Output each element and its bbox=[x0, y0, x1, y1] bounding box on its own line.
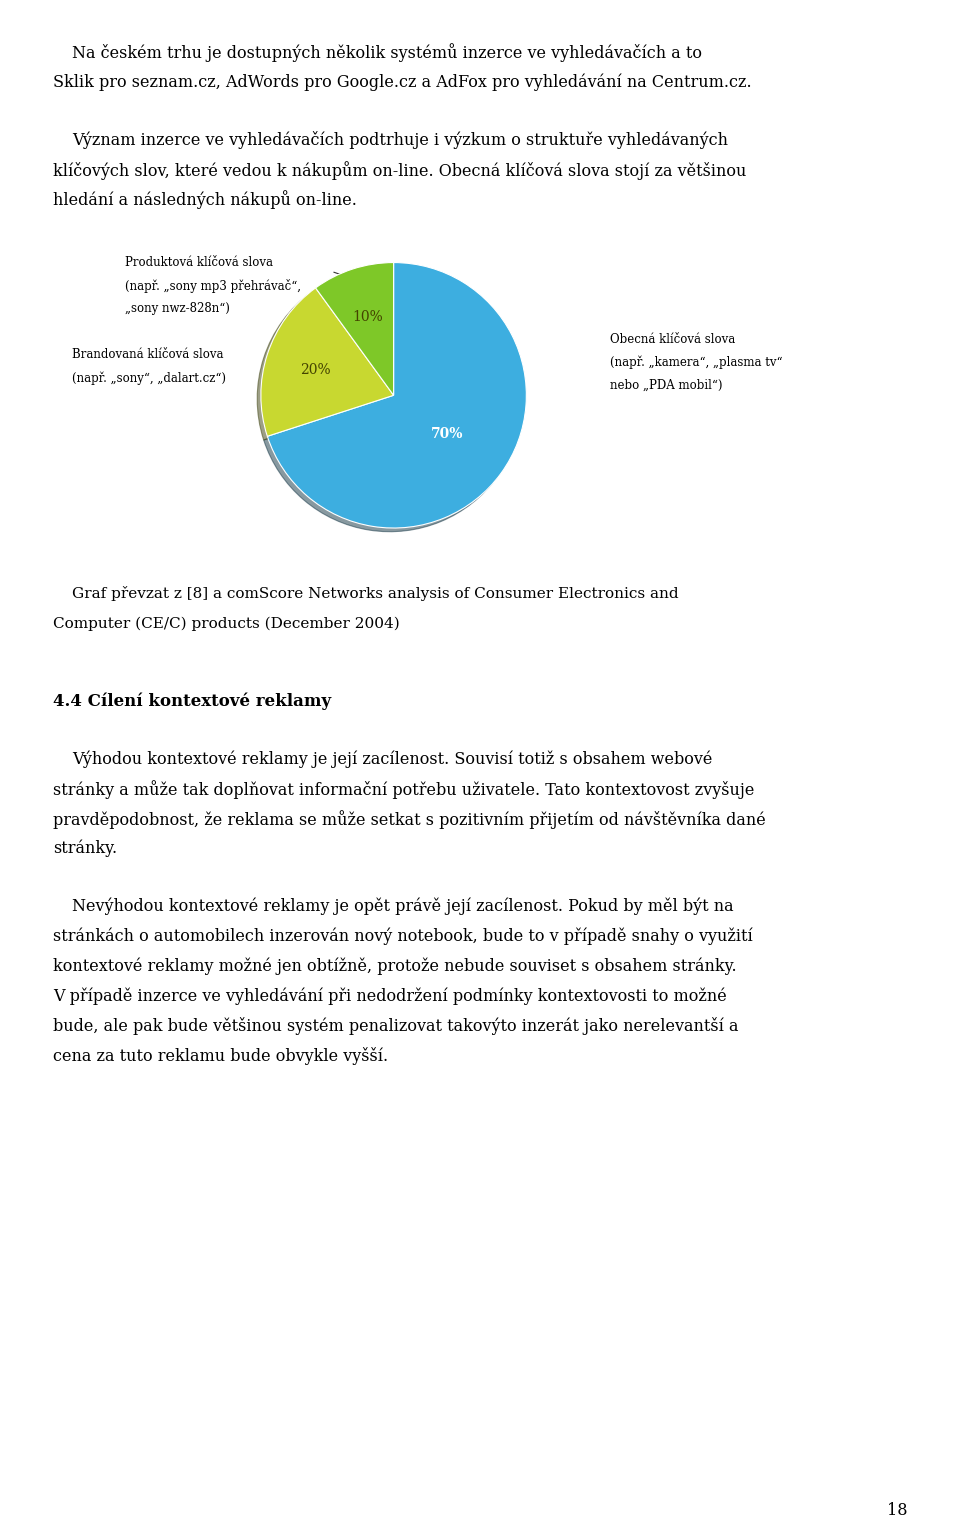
Text: 10%: 10% bbox=[352, 310, 384, 324]
Wedge shape bbox=[261, 287, 394, 437]
Text: Sklik pro seznam.cz, AdWords pro Google.cz a AdFox pro vyhledávání na Centrum.cz: Sklik pro seznam.cz, AdWords pro Google.… bbox=[53, 72, 752, 91]
Text: bude, ale pak bude většinou systém penalizovat takovýto inzerát jako nerelevantš: bude, ale pak bude většinou systém penal… bbox=[53, 1017, 738, 1036]
Text: (např. „sony mp3 přehrávač“,: (např. „sony mp3 přehrávač“, bbox=[125, 278, 300, 294]
Text: Brandovaná klíčová slova: Brandovaná klíčová slova bbox=[72, 347, 224, 361]
Text: V případě inzerce ve vyhledávání při nedodržení podmínky kontextovosti to možné: V případě inzerce ve vyhledávání při ned… bbox=[53, 987, 727, 1005]
Text: Obecná klíčová slova: Obecná klíčová slova bbox=[610, 332, 734, 346]
Text: stránky a může tak doplňovat informační potřebu uživatele. Tato kontextovost zvy: stránky a může tak doplňovat informační … bbox=[53, 779, 755, 799]
Wedge shape bbox=[316, 263, 394, 395]
Text: Na českém trhu je dostupných několik systémů inzerce ve vyhledávačích a to: Na českém trhu je dostupných několik sys… bbox=[72, 43, 702, 61]
Text: (např. „sony“, „dalart.cz“): (např. „sony“, „dalart.cz“) bbox=[72, 370, 226, 384]
Text: kontextové reklamy možné jen obtížně, protože nebude souviset s obsahem stránky.: kontextové reklamy možné jen obtížně, pr… bbox=[53, 958, 736, 974]
Text: cena za tuto reklamu bude obvykle vyšší.: cena za tuto reklamu bude obvykle vyšší. bbox=[53, 1048, 388, 1065]
Text: stránkách o automobilech inzerován nový notebook, bude to v případě snahy o využ: stránkách o automobilech inzerován nový … bbox=[53, 927, 753, 945]
Text: Produktová klíčová slova: Produktová klíčová slova bbox=[125, 255, 273, 269]
Text: Computer (CE/C) products (December 2004): Computer (CE/C) products (December 2004) bbox=[53, 616, 399, 630]
Text: Výhodou kontextové reklamy je její zacílenost. Souvisí totiž s obsahem webové: Výhodou kontextové reklamy je její zacíl… bbox=[72, 750, 712, 767]
Text: „sony nwz-828n“): „sony nwz-828n“) bbox=[125, 301, 229, 315]
Text: stránky.: stránky. bbox=[53, 839, 117, 858]
Text: klíčových slov, které vedou k nákupům on-line. Obecná klíčová slova stojí za vět: klíčových slov, které vedou k nákupům on… bbox=[53, 160, 746, 180]
Text: Graf převzat z [8] a comScore Networks analysis of Consumer Electronics and: Graf převzat z [8] a comScore Networks a… bbox=[72, 586, 679, 601]
Wedge shape bbox=[267, 263, 526, 529]
Text: hledání a následných nákupů on-line.: hledání a následných nákupů on-line. bbox=[53, 191, 357, 209]
Text: 20%: 20% bbox=[300, 363, 330, 377]
Text: nebo „PDA mobil“): nebo „PDA mobil“) bbox=[610, 378, 722, 392]
Text: 18: 18 bbox=[887, 1502, 907, 1519]
Text: 70%: 70% bbox=[431, 427, 464, 441]
Text: (např. „kamera“, „plasma tv“: (např. „kamera“, „plasma tv“ bbox=[610, 355, 782, 369]
Text: Nevýhodou kontextové reklamy je opět právě její zacílenost. Pokud by měl být na: Nevýhodou kontextové reklamy je opět prá… bbox=[72, 898, 733, 915]
Text: Význam inzerce ve vyhledávačích podtrhuje i výzkum o struktuře vyhledávaných: Význam inzerce ve vyhledávačích podtrhuj… bbox=[72, 131, 728, 149]
Text: pravděpodobnost, že reklama se může setkat s pozitivním přijetím od návštěvníka : pravděpodobnost, že reklama se může setk… bbox=[53, 810, 765, 828]
Text: 4.4 Cílení kontextové reklamy: 4.4 Cílení kontextové reklamy bbox=[53, 692, 331, 710]
